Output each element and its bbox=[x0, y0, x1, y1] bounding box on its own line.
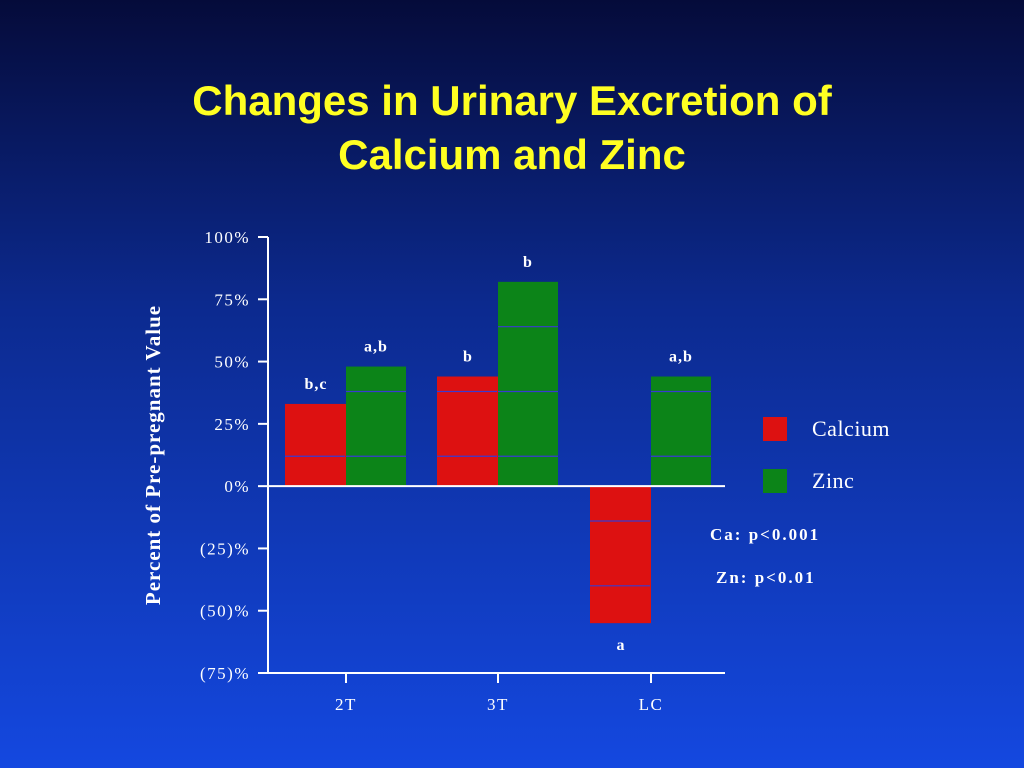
stat-text: Zn: p<0.01 bbox=[716, 568, 816, 587]
x-tick-label: LC bbox=[639, 695, 664, 714]
significance-label: b,c bbox=[305, 376, 328, 393]
bar-calcium-lc bbox=[590, 486, 651, 624]
significance-label: a,b bbox=[364, 339, 388, 356]
bar-calcium-2t bbox=[285, 403, 346, 487]
bar-calcium-3t bbox=[437, 376, 498, 487]
legend-swatch-zinc bbox=[763, 469, 787, 493]
y-tick-label: 100% bbox=[204, 228, 250, 247]
stat-text: Ca: p<0.001 bbox=[710, 525, 820, 544]
y-tick-label: 25% bbox=[214, 415, 250, 434]
axes-group bbox=[258, 236, 725, 683]
y-tick-label: 0% bbox=[224, 477, 250, 496]
bar-zinc-3t bbox=[498, 281, 558, 487]
bars-group bbox=[285, 281, 711, 624]
legend: Calcium Zinc bbox=[763, 416, 890, 493]
significance-label: a,b bbox=[669, 349, 693, 366]
bar-zinc-lc bbox=[651, 376, 711, 487]
x-tick-label: 2T bbox=[335, 695, 357, 714]
y-tick-label: (25)% bbox=[200, 539, 250, 558]
y-axis-title: Percent of Pre-pregnant Value bbox=[141, 305, 165, 605]
legend-swatch-calcium bbox=[763, 417, 787, 441]
title-line-1: Changes in Urinary Excretion of bbox=[192, 77, 832, 124]
x-tick-label: 3T bbox=[487, 695, 509, 714]
y-tick-label: 50% bbox=[214, 353, 250, 372]
labels-group: 100% 75% 50% 25% 0% (25)% (50)% (75)% 2T 3T LC Perc… bbox=[141, 228, 820, 714]
bar-zinc-2t bbox=[346, 366, 406, 487]
y-tick-label: (75)% bbox=[200, 664, 250, 683]
legend-label-calcium: Calcium bbox=[812, 416, 890, 441]
y-tick-label: 75% bbox=[214, 290, 250, 309]
slide-title: Changes in Urinary Excretion of Calcium … bbox=[0, 74, 1024, 182]
y-tick-label: (50)% bbox=[200, 602, 250, 621]
significance-label: b bbox=[463, 349, 473, 366]
significance-label: a bbox=[617, 637, 626, 654]
title-line-2: Calcium and Zinc bbox=[338, 131, 686, 178]
significance-label: b bbox=[523, 254, 533, 271]
legend-label-zinc: Zinc bbox=[812, 468, 854, 493]
